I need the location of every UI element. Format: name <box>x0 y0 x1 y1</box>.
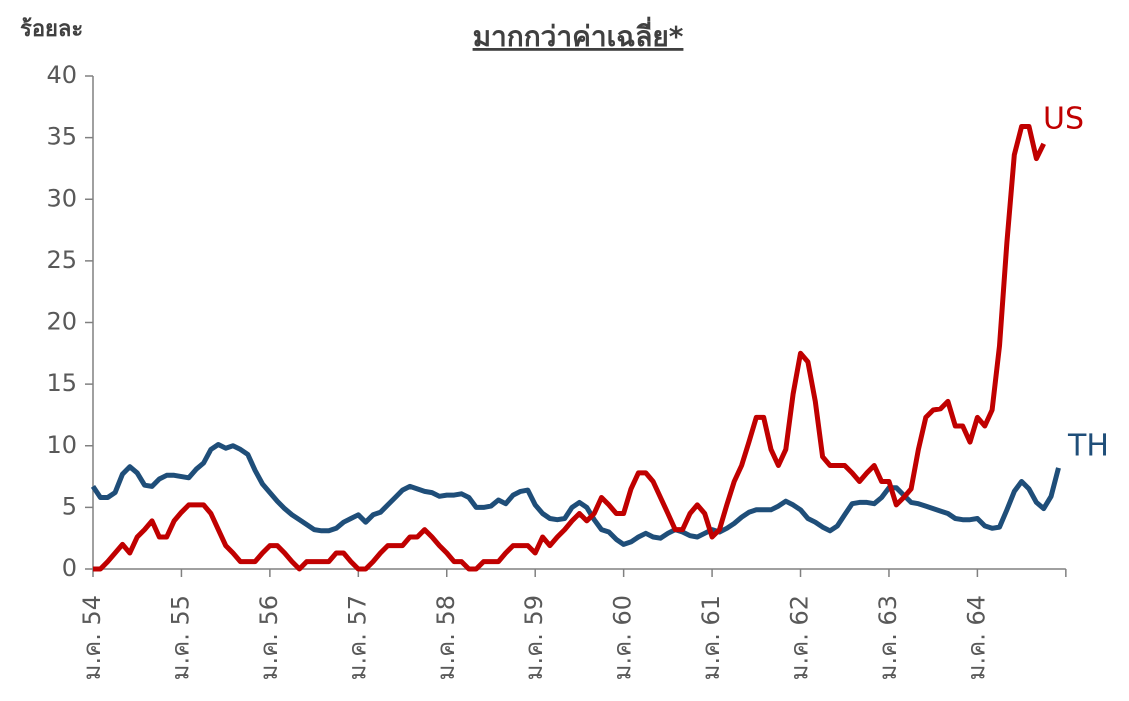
chart-title: มากกว่าค่าเฉลี่ย* <box>473 16 684 53</box>
x-tick-label: ม.ค. 54 <box>78 595 106 680</box>
line-series <box>90 442 1061 547</box>
x-tick-label: ม.ค. 56 <box>255 595 283 680</box>
legend-label: US <box>1043 102 1084 137</box>
x-tick-label: ม.ค. 63 <box>874 595 902 680</box>
legend-label: TH <box>1067 429 1109 464</box>
x-tick-label: ม.ค. 60 <box>609 595 637 680</box>
y-tick-label: 30 <box>46 184 77 212</box>
x-tick-label: ม.ค. 62 <box>786 595 814 680</box>
x-tick-label: ม.ค. 61 <box>697 595 725 680</box>
y-axis-label: ร้อยละ <box>20 17 83 42</box>
y-tick-label: 25 <box>46 246 77 274</box>
y-tick-label: 0 <box>62 554 77 582</box>
y-tick-label: 5 <box>62 492 77 520</box>
x-tick-label: ม.ค. 55 <box>166 595 194 680</box>
x-tick-label: ม.ค. 64 <box>962 595 990 680</box>
y-tick-label: 40 <box>46 61 77 89</box>
x-tick-label: ม.ค. 57 <box>343 595 371 680</box>
x-tick-label: ม.ค. 58 <box>432 595 460 680</box>
y-tick-label: 20 <box>46 308 77 336</box>
y-tick-label: 35 <box>46 123 77 151</box>
y-tick-label: 15 <box>46 369 77 397</box>
line-series <box>93 124 1046 572</box>
y-tick-label: 10 <box>46 431 77 459</box>
x-tick-label: ม.ค. 59 <box>520 595 548 680</box>
